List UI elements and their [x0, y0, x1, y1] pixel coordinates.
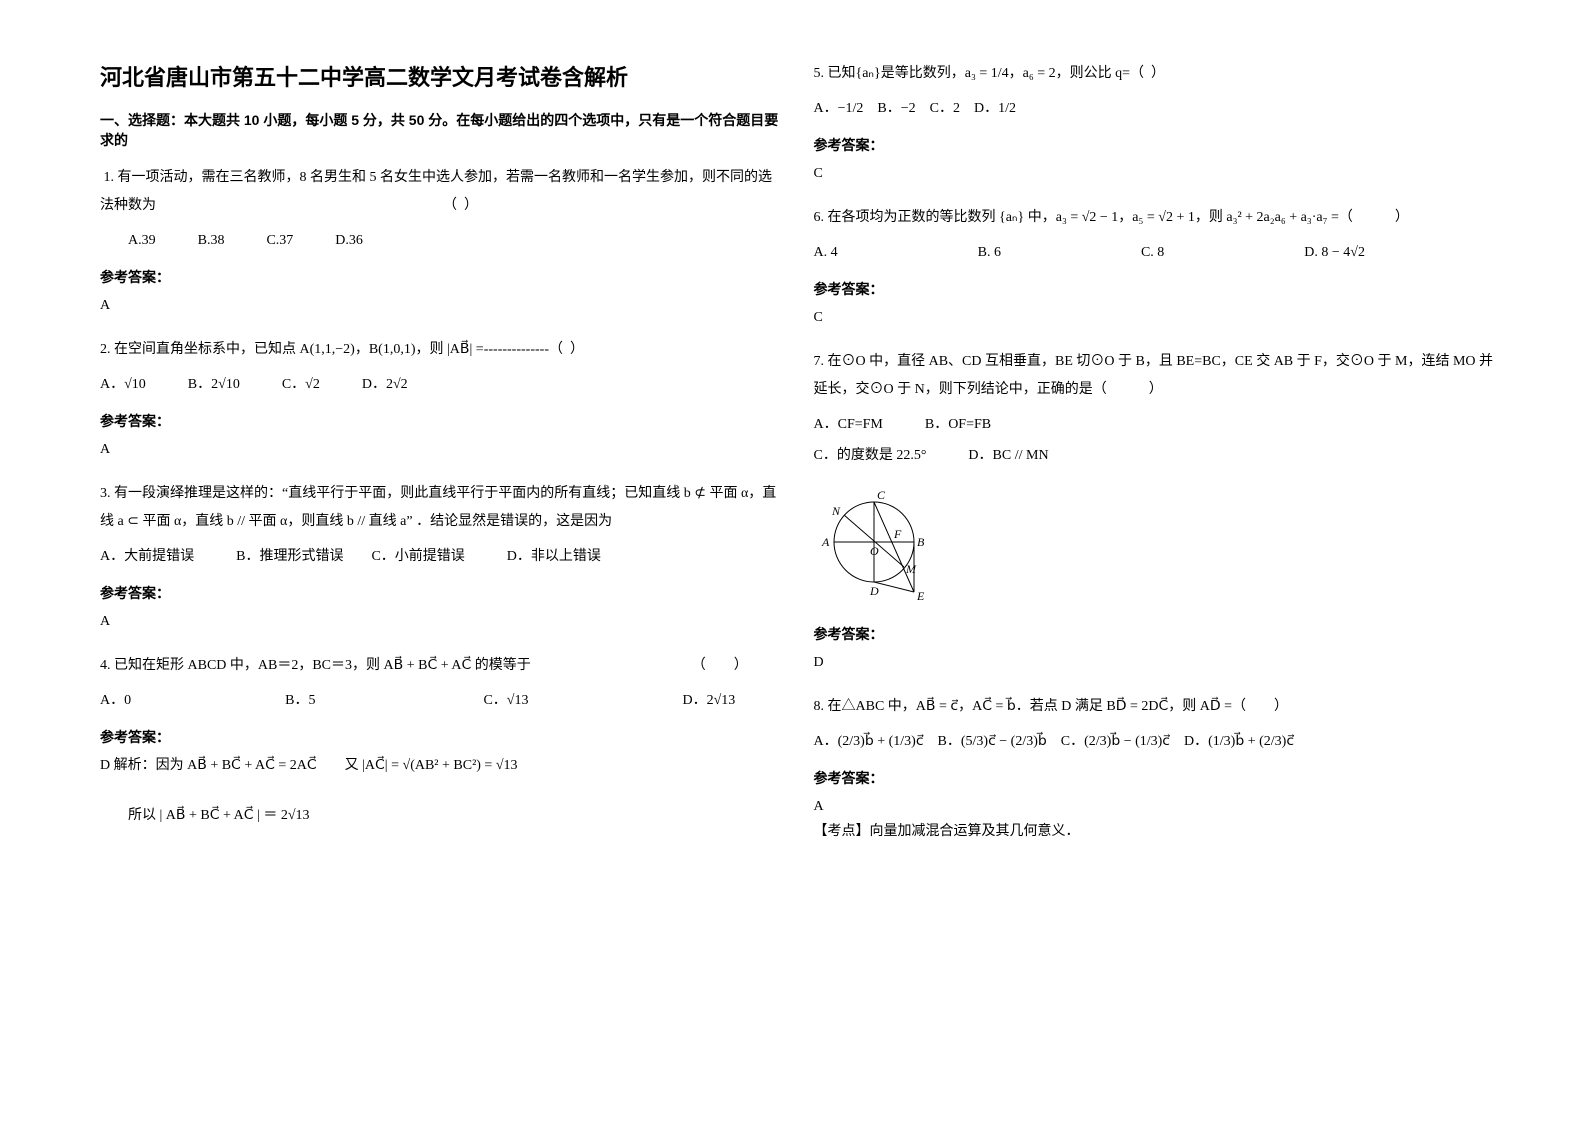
q3-options: A．大前提错误 B．推理形式错误 C．小前提错误 D．非以上错误	[100, 542, 784, 573]
question-4: 4. 已知在矩形 ABCD 中，AB＝2，BC＝3，则 AB⃗ + BC⃗ + …	[100, 652, 784, 717]
q4-answer: D 解析：因为 AB⃗ + BC⃗ + AC⃗ = 2AC⃗ 又 |AC⃗| =…	[100, 753, 784, 829]
q4-body: 4. 已知在矩形 ABCD 中，AB＝2，BC＝3，则 AB⃗ + BC⃗ + …	[100, 652, 784, 680]
svg-text:N: N	[831, 504, 841, 518]
q3-answer: A	[100, 609, 784, 634]
q6-body: 6. 在各项均为正数的等比数列 {aₙ} 中，a₃ = √2 − 1，a₅ = …	[814, 204, 1498, 232]
circle-diagram: A B C D O N F ME	[814, 482, 964, 612]
q7-body: 7. 在⊙O 中，直径 AB、CD 互相垂直，BE 切⊙O 于 B，且 BE=B…	[814, 348, 1498, 404]
svg-text:B: B	[917, 535, 925, 549]
left-column: 河北省唐山市第五十二中学高二数学文月考试卷含解析 一、选择题：本大题共 10 小…	[100, 60, 814, 1082]
q6-options: A. 4 B. 6 C. 8 D. 8 − 4√2	[814, 238, 1498, 269]
question-1: 1. 有一项活动，需在三名教师，8 名男生和 5 名女生中选人参加，若需一名教师…	[100, 164, 784, 257]
section-1-head: 一、选择题：本大题共 10 小题，每小题 5 分，共 50 分。在每小题给出的四…	[100, 110, 784, 150]
q8-answer: A 【考点】向量加减混合运算及其几何意义．	[814, 794, 1498, 844]
q3-answer-label: 参考答案：	[100, 583, 784, 603]
q3-body: 3. 有一段演绎推理是这样的：“直线平行于平面，则此直线平行于平面内的所有直线；…	[100, 480, 784, 536]
q4-answer-label: 参考答案：	[100, 727, 784, 747]
right-column: 5. 已知{aₙ}是等比数列，a₃ = 1/4，a₆ = 2，则公比 q=（ ）…	[814, 60, 1528, 1082]
q1-answer-label: 参考答案：	[100, 267, 784, 287]
svg-text:A: A	[821, 535, 830, 549]
q7-answer-label: 参考答案：	[814, 624, 1498, 644]
q1-answer: A	[100, 293, 784, 318]
question-6: 6. 在各项均为正数的等比数列 {aₙ} 中，a₃ = √2 − 1，a₅ = …	[814, 204, 1498, 269]
q1-options: A.39 B.38 C.37 D.36	[100, 226, 784, 257]
q4-options: A．0 B．5 C．√13 D．2√13	[100, 686, 784, 717]
q8-options: A．(2/3)b⃗ + (1/3)c⃗ B．(5/3)c⃗ − (2/3)b⃗ …	[814, 727, 1498, 758]
question-3: 3. 有一段演绎推理是这样的：“直线平行于平面，则此直线平行于平面内的所有直线；…	[100, 480, 784, 573]
question-5: 5. 已知{aₙ}是等比数列，a₃ = 1/4，a₆ = 2，则公比 q=（ ）…	[814, 60, 1498, 125]
page-title: 河北省唐山市第五十二中学高二数学文月考试卷含解析	[100, 60, 784, 92]
q2-answer-label: 参考答案：	[100, 411, 784, 431]
svg-text:C: C	[877, 488, 886, 502]
svg-text:D: D	[869, 584, 879, 598]
q5-answer-label: 参考答案：	[814, 135, 1498, 155]
q7-options: A．CF=FM B．OF=FB C．的度数是 22.5° D．BC // MN	[814, 410, 1498, 472]
q2-answer: A	[100, 437, 784, 462]
q2-body: 2. 在空间直角坐标系中，已知点 A(1,1,−2)，B(1,0,1)，则 |A…	[100, 336, 784, 364]
q8-answer-label: 参考答案：	[814, 768, 1498, 788]
q6-answer-label: 参考答案：	[814, 279, 1498, 299]
q1-body: 1. 有一项活动，需在三名教师，8 名男生和 5 名女生中选人参加，若需一名教师…	[100, 164, 784, 220]
q8-body: 8. 在△ABC 中，AB⃗ = c⃗，AC⃗ = b⃗．若点 D 满足 BD⃗…	[814, 693, 1498, 721]
svg-text:F: F	[893, 527, 902, 541]
q5-answer: C	[814, 161, 1498, 186]
question-8: 8. 在△ABC 中，AB⃗ = c⃗，AC⃗ = b⃗．若点 D 满足 BD⃗…	[814, 693, 1498, 758]
question-2: 2. 在空间直角坐标系中，已知点 A(1,1,−2)，B(1,0,1)，则 |A…	[100, 336, 784, 401]
q2-options: A．√10 B．2√10 C．√2 D．2√2	[100, 370, 784, 401]
question-7: 7. 在⊙O 中，直径 AB、CD 互相垂直，BE 切⊙O 于 B，且 BE=B…	[814, 348, 1498, 472]
svg-text:M: M	[905, 562, 917, 576]
svg-text:O: O	[870, 544, 879, 558]
q6-answer: C	[814, 305, 1498, 330]
q7-answer: D	[814, 650, 1498, 675]
svg-text:E: E	[916, 589, 925, 603]
q5-options: A．−1/2 B．−2 C．2 D．1/2	[814, 94, 1498, 125]
q5-body: 5. 已知{aₙ}是等比数列，a₃ = 1/4，a₆ = 2，则公比 q=（ ）	[814, 60, 1498, 88]
